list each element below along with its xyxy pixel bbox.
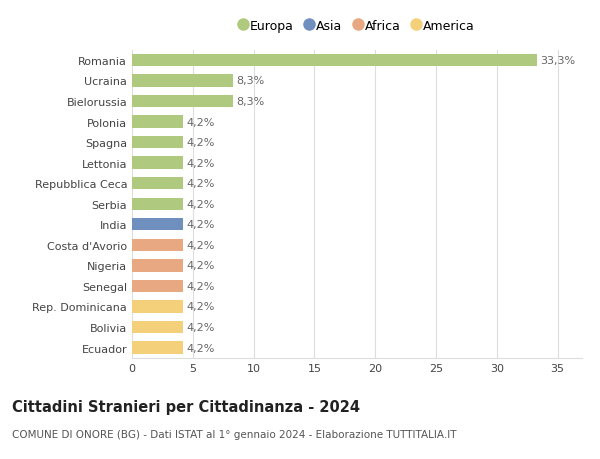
Bar <box>132 198 183 210</box>
Bar <box>132 178 183 190</box>
Bar <box>132 239 183 252</box>
Text: 4,2%: 4,2% <box>187 343 215 353</box>
Bar <box>132 75 233 87</box>
Text: Cittadini Stranieri per Cittadinanza - 2024: Cittadini Stranieri per Cittadinanza - 2… <box>12 399 360 414</box>
Text: 4,2%: 4,2% <box>187 220 215 230</box>
Bar <box>132 157 183 169</box>
Bar <box>132 280 183 292</box>
Text: 4,2%: 4,2% <box>187 261 215 271</box>
Text: 8,3%: 8,3% <box>236 76 265 86</box>
Bar <box>132 341 183 354</box>
Text: 4,2%: 4,2% <box>187 138 215 148</box>
Bar <box>132 95 233 108</box>
Legend: Europa, Asia, Africa, America: Europa, Asia, Africa, America <box>239 20 475 33</box>
Bar <box>132 260 183 272</box>
Text: 4,2%: 4,2% <box>187 199 215 209</box>
Text: 8,3%: 8,3% <box>236 97 265 107</box>
Text: COMUNE DI ONORE (BG) - Dati ISTAT al 1° gennaio 2024 - Elaborazione TUTTITALIA.I: COMUNE DI ONORE (BG) - Dati ISTAT al 1° … <box>12 429 457 439</box>
Bar <box>132 55 537 67</box>
Bar <box>132 301 183 313</box>
Text: 33,3%: 33,3% <box>541 56 576 66</box>
Text: 4,2%: 4,2% <box>187 302 215 312</box>
Text: 4,2%: 4,2% <box>187 179 215 189</box>
Text: 4,2%: 4,2% <box>187 240 215 250</box>
Text: 4,2%: 4,2% <box>187 158 215 168</box>
Bar <box>132 321 183 333</box>
Text: 4,2%: 4,2% <box>187 281 215 291</box>
Bar <box>132 137 183 149</box>
Bar <box>132 218 183 231</box>
Text: 4,2%: 4,2% <box>187 117 215 127</box>
Text: 4,2%: 4,2% <box>187 322 215 332</box>
Bar <box>132 116 183 129</box>
